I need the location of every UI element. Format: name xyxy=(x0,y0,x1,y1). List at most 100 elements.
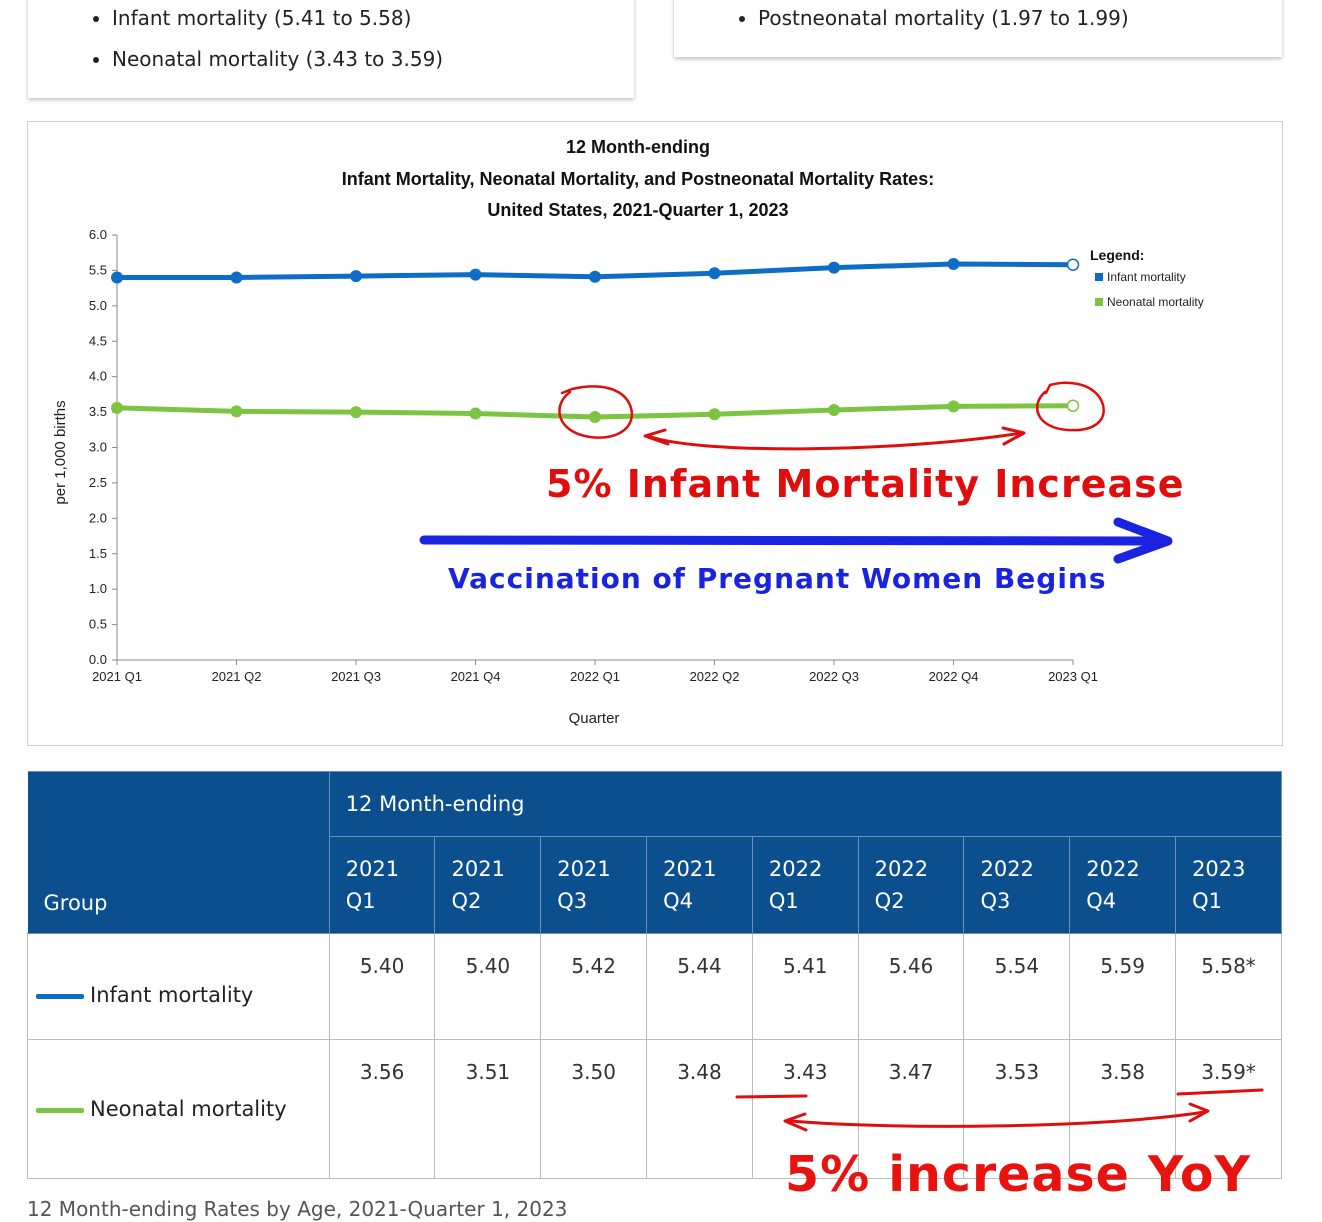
column-header-year: 2021 xyxy=(451,857,505,881)
data-point xyxy=(708,408,721,421)
column-header-year: 2022 xyxy=(768,857,823,881)
x-tick-label: 2023 Q1 xyxy=(1048,669,1098,684)
value-cell: 3.51 xyxy=(434,1039,542,1179)
legend-entry: Neonatal mortality xyxy=(1107,295,1204,309)
column-header: 2021 Q4 xyxy=(646,836,753,934)
table-row: Infant mortality 5.40 5.40 5.42 5.44 5.41 5.46… xyxy=(27,933,1282,1040)
value-cell: 5.40 xyxy=(328,933,436,1040)
legend-entry: Infant mortality xyxy=(1107,270,1186,284)
summary-item: Postneonatal mortality (1.97 to 1.99) xyxy=(758,0,1282,39)
y-tick-label: 4.0 xyxy=(89,369,107,384)
legend-title: Legend: xyxy=(1090,247,1144,263)
column-header-quarter: Q4 xyxy=(1086,889,1117,913)
chart-container: 12 Month-ending Infant Mortality, Neonata… xyxy=(27,121,1283,746)
group-cell: Neonatal mortality xyxy=(27,1039,330,1179)
value-cell: 3.47 xyxy=(857,1039,965,1179)
column-header: 2021 Q3 xyxy=(540,836,648,934)
x-axis-label: Quarter xyxy=(569,710,620,727)
column-header: 2021 Q2 xyxy=(434,836,542,934)
x-tick-label: 2022 Q1 xyxy=(570,669,620,684)
data-point xyxy=(828,261,840,274)
column-header-quarter: Q3 xyxy=(980,889,1011,913)
x-tick-label: 2022 Q3 xyxy=(809,669,859,684)
group-label: Neonatal mortality xyxy=(90,1097,287,1121)
column-header-year: 2022 xyxy=(874,857,929,881)
column-header-year: 2022 xyxy=(1086,857,1140,881)
value-cell: 5.41 xyxy=(751,933,859,1040)
value-cell: 5.58* xyxy=(1175,933,1282,1040)
value-cell: 5.44 xyxy=(646,933,753,1040)
y-tick-label: 3.5 xyxy=(89,404,107,419)
y-tick-label: 1.0 xyxy=(89,581,107,596)
group-cell: Infant mortality xyxy=(27,933,330,1040)
data-point xyxy=(589,411,601,424)
column-header-quarter: Q2 xyxy=(451,889,482,913)
data-point xyxy=(947,400,960,413)
column-header-quarter: Q1 xyxy=(345,889,376,913)
table-caption: 12 Month-ending Rates by Age, 2021-Quart… xyxy=(27,1197,568,1221)
column-header-quarter: Q1 xyxy=(768,889,799,913)
column-header: 2022 Q3 xyxy=(963,836,1071,934)
legend-swatch xyxy=(1095,273,1103,281)
y-tick-label: 0.0 xyxy=(89,652,107,667)
x-tick-label: 2021 Q2 xyxy=(212,669,262,684)
data-point xyxy=(589,270,601,283)
y-tick-label: 5.5 xyxy=(89,262,107,277)
data-point xyxy=(230,271,243,284)
value-cell: 5.59 xyxy=(1069,933,1177,1040)
column-header: 2022 Q2 xyxy=(857,836,965,934)
y-tick-label: 1.5 xyxy=(89,546,107,561)
value-cell: 5.46 xyxy=(857,933,965,1040)
data-point xyxy=(469,407,482,420)
annotation-yoy-increase: 5% increase YoY xyxy=(785,1146,1252,1203)
x-tick-label: 2021 Q1 xyxy=(92,669,142,684)
value-cell: 5.42 xyxy=(540,933,648,1040)
data-point xyxy=(1066,258,1080,271)
column-header-year: 2021 xyxy=(345,857,400,881)
y-tick-label: 2.0 xyxy=(89,510,107,525)
column-header-quarter: Q1 xyxy=(1192,889,1222,913)
y-tick-label: 6.0 xyxy=(89,227,107,242)
column-header-quarter: Q2 xyxy=(874,889,905,913)
group-label: Infant mortality xyxy=(90,983,254,1007)
column-header-year: 2021 xyxy=(557,857,611,881)
value-cell: 3.50 xyxy=(540,1039,648,1179)
x-tick-label: 2021 Q3 xyxy=(331,669,381,684)
column-header: 2022 Q1 xyxy=(751,836,859,934)
column-header-quarter: Q4 xyxy=(663,889,693,913)
value-cell: 3.53 xyxy=(963,1039,1071,1179)
value-cell: 3.56 xyxy=(328,1039,436,1179)
rates-table: Group 12 Month-ending 2021 Q1 2021 Q2 2021 Q3… xyxy=(27,771,1283,1179)
summary-card-left: Infant mortality (5.41 to 5.58) Neonatal… xyxy=(28,0,634,98)
annotation-vaccination: Vaccination of Pregnant Women Begins xyxy=(448,562,1107,595)
chart-title-line: 12 Month-ending xyxy=(566,137,710,157)
x-tick-label: 2022 Q2 xyxy=(690,669,740,684)
data-point xyxy=(828,403,840,416)
x-tick-label: 2022 Q4 xyxy=(929,669,979,684)
legend-swatch xyxy=(1095,298,1103,306)
value-cell: 5.54 xyxy=(963,933,1071,1040)
value-cell: 3.58 xyxy=(1069,1039,1177,1179)
data-point xyxy=(230,405,243,418)
summary-item: Neonatal mortality (3.43 to 3.59) xyxy=(112,39,634,80)
chart-title-line: Infant Mortality, Neonatal Mortality, an… xyxy=(342,169,934,189)
y-tick-label: 0.5 xyxy=(89,617,107,632)
span-header: 12 Month-ending xyxy=(328,771,1283,837)
y-tick-label: 3.0 xyxy=(89,440,107,455)
column-header-quarter: Q3 xyxy=(557,889,588,913)
column-header-year: 2021 xyxy=(663,857,717,881)
data-point xyxy=(708,267,721,280)
column-header: 2021 Q1 xyxy=(328,836,436,934)
chart-title-line: United States, 2021-Quarter 1, 2023 xyxy=(487,200,788,220)
data-point xyxy=(350,270,362,283)
data-point xyxy=(1066,399,1080,412)
summary-item: Infant mortality (5.41 to 5.58) xyxy=(112,0,634,39)
data-point xyxy=(350,406,362,419)
series-swatch xyxy=(36,993,84,999)
annotation-infant-increase: 5% Infant Mortality Increase xyxy=(546,462,1185,506)
data-point xyxy=(111,271,123,284)
data-point xyxy=(111,401,123,414)
y-tick-label: 2.5 xyxy=(89,475,107,490)
line-chart: 12 Month-ending Infant Mortality, Neonata… xyxy=(52,137,1204,727)
y-tick-label: 5.0 xyxy=(89,298,107,313)
